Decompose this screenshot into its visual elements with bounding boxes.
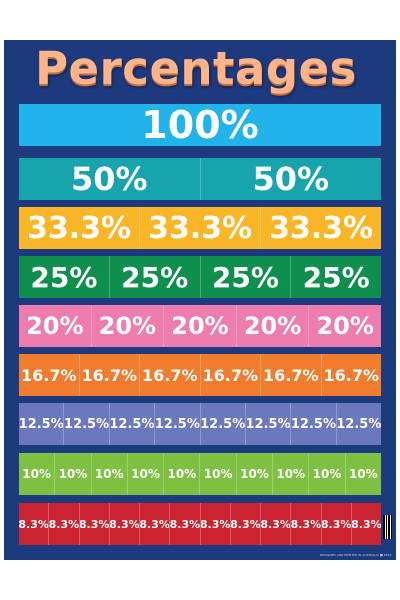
fraction-cell: 10% bbox=[200, 453, 237, 495]
fraction-cell: 16.7% bbox=[323, 365, 379, 385]
fraction-cell: 20% bbox=[92, 305, 165, 347]
fraction-cell: 8.3% bbox=[170, 503, 201, 545]
fraction-cell: 12.5% bbox=[201, 403, 246, 445]
fraction-cell: 100% bbox=[141, 104, 259, 146]
fraction-cell: 10% bbox=[92, 453, 128, 495]
fraction-cell: 12.5% bbox=[19, 403, 65, 445]
fraction-cell: 8.3% bbox=[80, 503, 110, 545]
fraction-cell: 12.5% bbox=[110, 403, 156, 445]
fraction-cell: 16.7% bbox=[80, 354, 140, 396]
barcode bbox=[383, 515, 392, 539]
fraction-cell: 8.3% bbox=[49, 503, 80, 545]
fraction-cell: 8.3% bbox=[231, 503, 261, 545]
row-5: 20% 20% 20% 20% 20% bbox=[19, 305, 381, 347]
fraction-cell: 12.5% bbox=[291, 403, 337, 445]
row-2: 50% 50% bbox=[19, 158, 381, 200]
fraction-cell: 25% bbox=[201, 256, 292, 298]
fraction-cell: 33.3% bbox=[19, 207, 140, 249]
fraction-cell: 16.7% bbox=[140, 354, 201, 396]
fraction-cell: 12.5% bbox=[64, 403, 110, 445]
row-6: 16.7% 16.7% 16.7% 16.7% 16.7% 16.7% bbox=[19, 354, 381, 396]
fraction-cell: 10% bbox=[273, 453, 310, 495]
fraction-cell: 10% bbox=[309, 453, 346, 495]
poster-title: Percentages bbox=[35, 42, 357, 95]
row-8: 10% 10% 10% 10% 10% 10% 10% 10% 10% 10% bbox=[19, 453, 381, 495]
fraction-cell: 16.7% bbox=[201, 354, 261, 396]
fraction-cell: 20% bbox=[19, 305, 92, 347]
fraction-cell: 33.3% bbox=[140, 207, 261, 249]
row-3: 33.3% 33.3% 33.3% bbox=[19, 207, 381, 249]
fraction-cell: 16.7% bbox=[261, 354, 322, 396]
fraction-cell: 20% bbox=[316, 312, 374, 340]
row-9: 8.3% 8.3% 8.3% 8.3% 8.3% 8.3% 8.3% 8.3% 8.3% 8.3%… bbox=[19, 503, 381, 545]
fraction-cell: 50% bbox=[19, 158, 201, 200]
fraction-cell: 8.3% bbox=[201, 503, 231, 545]
fraction-cell: 8.3% bbox=[322, 503, 352, 545]
row-7: 12.5% 12.5% 12.5% 12.5% 12.5% 12.5% 12.5% 12.5% bbox=[19, 403, 381, 445]
row-4: 25% 25% 25% 25% bbox=[19, 256, 381, 298]
fraction-cell: 8.3% bbox=[19, 503, 50, 545]
fraction-cell: 25% bbox=[110, 256, 201, 298]
fraction-cell: 16.7% bbox=[19, 354, 80, 396]
fraction-cell: 20% bbox=[237, 305, 310, 347]
fraction-cell: 10% bbox=[237, 453, 274, 495]
fraction-cell: 8.3% bbox=[291, 503, 322, 545]
fraction-cell: 8.3% bbox=[140, 503, 171, 545]
fraction-cell: 12.5% bbox=[246, 403, 292, 445]
fraction-cell: 12.5% bbox=[155, 403, 201, 445]
publisher-footnote: DESIGNED AND PRINTED IN AUSTRALIA ■ 6819 bbox=[320, 553, 392, 557]
fraction-cell: 12.5% bbox=[336, 416, 381, 432]
fraction-cell: 25% bbox=[19, 256, 110, 298]
fraction-cell: 10% bbox=[55, 453, 92, 495]
fraction-cell: 10% bbox=[128, 453, 165, 495]
fraction-cell: 10% bbox=[348, 467, 378, 481]
fraction-cell: 50% bbox=[252, 160, 330, 198]
fraction-cell: 33.3% bbox=[268, 210, 374, 246]
fraction-cell: 20% bbox=[164, 305, 237, 347]
fraction-cell: 10% bbox=[19, 453, 56, 495]
fraction-cell: 10% bbox=[164, 453, 201, 495]
fraction-cell: 25% bbox=[302, 260, 370, 294]
fraction-cell: 8.3% bbox=[351, 517, 381, 531]
fraction-cell: 8.3% bbox=[110, 503, 140, 545]
fraction-cell: 8.3% bbox=[261, 503, 292, 545]
row-1: 100% bbox=[19, 104, 381, 146]
